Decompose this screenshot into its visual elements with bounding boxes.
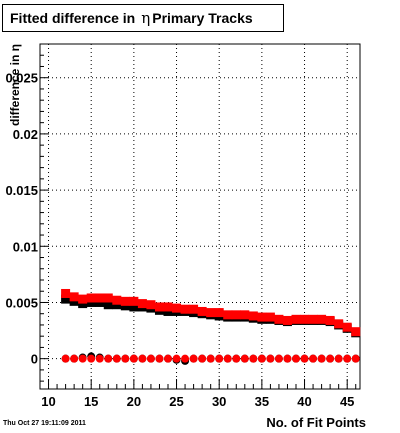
data-point-series-2 bbox=[103, 293, 113, 303]
data-point-series-4 bbox=[146, 354, 155, 363]
data-point-series-4 bbox=[292, 354, 300, 363]
data-point-series-4 bbox=[189, 354, 198, 363]
data-point-series-4 bbox=[283, 354, 292, 363]
data-marks bbox=[61, 288, 361, 365]
data-point-series-4 bbox=[181, 354, 190, 363]
data-point-series-4 bbox=[317, 354, 326, 363]
data-point-series-2 bbox=[172, 303, 182, 313]
data-point-series-2 bbox=[78, 294, 88, 304]
data-point-series-4 bbox=[138, 354, 147, 363]
data-point-series-4 bbox=[87, 354, 96, 363]
data-point-series-4 bbox=[129, 354, 138, 363]
data-point-series-4 bbox=[164, 354, 172, 363]
axis-ticks: 10 15 20 25 30 35 40 45 0 0.005 0.01 0.015 0.02 0.025 bbox=[5, 54, 357, 409]
data-point-series-2 bbox=[163, 302, 173, 312]
data-point-series-2 bbox=[300, 314, 310, 324]
title-eta-symbol: η bbox=[141, 9, 151, 27]
data-point-series-2 bbox=[189, 304, 199, 314]
data-point-series-4 bbox=[240, 354, 249, 363]
data-point-series-4 bbox=[351, 354, 360, 363]
data-point-series-2 bbox=[120, 296, 130, 306]
data-point-series-2 bbox=[214, 308, 224, 318]
timestamp: Thu Oct 27 19:11:09 2011 bbox=[3, 420, 86, 427]
data-point-series-2 bbox=[146, 300, 156, 310]
data-point-series-2 bbox=[274, 314, 284, 324]
data-point-series-4 bbox=[343, 354, 352, 363]
data-point-series-4 bbox=[121, 354, 130, 363]
grid bbox=[40, 44, 360, 389]
data-point-series-4 bbox=[206, 354, 215, 363]
data-point-series-4 bbox=[223, 354, 232, 363]
data-point-series-2 bbox=[240, 310, 250, 320]
data-point-series-2 bbox=[69, 292, 79, 302]
data-point-series-2 bbox=[334, 319, 344, 329]
data-point-series-4 bbox=[326, 354, 335, 363]
data-point-series-2 bbox=[154, 302, 164, 312]
data-point-series-2 bbox=[112, 295, 122, 305]
data-point-series-4 bbox=[78, 354, 87, 363]
x-axis-label: No. of Fit Points bbox=[266, 415, 366, 430]
data-point-series-2 bbox=[325, 315, 335, 325]
data-point-series-2 bbox=[257, 312, 267, 322]
data-point-series-2 bbox=[86, 293, 96, 303]
x-tick-label: 10 bbox=[41, 394, 55, 409]
chart-title: Fitted difference in η Primary Tracks bbox=[2, 4, 284, 32]
data-point-series-1 bbox=[129, 302, 139, 312]
data-point-series-4 bbox=[95, 354, 104, 363]
x-tick-label: 40 bbox=[297, 394, 311, 409]
x-tick-label: 25 bbox=[169, 394, 183, 409]
y-tick-label: 0.025 bbox=[5, 71, 38, 86]
data-point-series-2 bbox=[351, 327, 361, 337]
x-tick-label: 35 bbox=[255, 394, 269, 409]
data-point-series-2 bbox=[265, 312, 275, 322]
x-tick-label: 15 bbox=[84, 394, 98, 409]
y-axis-label: difference in η bbox=[8, 44, 22, 126]
data-point-series-2 bbox=[308, 314, 318, 324]
data-point-series-4 bbox=[198, 354, 207, 363]
data-point-series-4 bbox=[104, 354, 113, 363]
data-point-series-2 bbox=[61, 288, 71, 298]
y-tick-label: 0.005 bbox=[5, 295, 38, 310]
y-tick-label: 0.01 bbox=[13, 239, 38, 254]
data-point-series-2 bbox=[282, 315, 292, 325]
x-tick-label: 45 bbox=[340, 394, 354, 409]
data-point-series-4 bbox=[334, 354, 343, 363]
data-point-series-4 bbox=[61, 354, 70, 363]
title-prefix: Fitted difference in bbox=[10, 10, 136, 26]
data-point-series-2 bbox=[317, 314, 327, 324]
data-point-series-4 bbox=[70, 354, 79, 363]
data-point-series-4 bbox=[266, 354, 275, 363]
data-point-series-2 bbox=[231, 310, 241, 320]
title-suffix: Primary Tracks bbox=[152, 10, 253, 26]
data-point-series-4 bbox=[274, 354, 283, 363]
data-point-series-2 bbox=[291, 314, 301, 324]
data-point-series-2 bbox=[95, 293, 105, 303]
y-tick-label: 0 bbox=[31, 352, 38, 367]
x-tick-label: 30 bbox=[212, 394, 226, 409]
plot-frame bbox=[39, 43, 361, 390]
data-point-series-4 bbox=[215, 354, 224, 363]
y-tick-label: 0.02 bbox=[13, 127, 38, 142]
data-point-series-2 bbox=[206, 308, 216, 318]
data-point-series-4 bbox=[249, 354, 258, 363]
data-point-series-4 bbox=[300, 354, 309, 363]
data-point-series-4 bbox=[309, 354, 318, 363]
data-point-series-1 bbox=[61, 294, 71, 304]
data-point-series-4 bbox=[172, 354, 181, 363]
data-point-series-2 bbox=[137, 299, 147, 309]
data-point-series-4 bbox=[112, 354, 121, 363]
data-point-series-1 bbox=[103, 300, 113, 310]
data-point-series-2 bbox=[129, 296, 139, 306]
y-tick-label: 0.015 bbox=[5, 183, 38, 198]
data-point-series-2 bbox=[342, 322, 352, 332]
data-point-series-2 bbox=[223, 310, 233, 320]
data-point-series-4 bbox=[257, 354, 266, 363]
data-point-series-2 bbox=[248, 311, 258, 321]
data-point-series-2 bbox=[197, 306, 207, 316]
x-tick-label: 20 bbox=[127, 394, 141, 409]
data-point-series-4 bbox=[155, 354, 164, 363]
data-point-series-2 bbox=[180, 304, 190, 314]
data-point-series-4 bbox=[232, 354, 241, 363]
